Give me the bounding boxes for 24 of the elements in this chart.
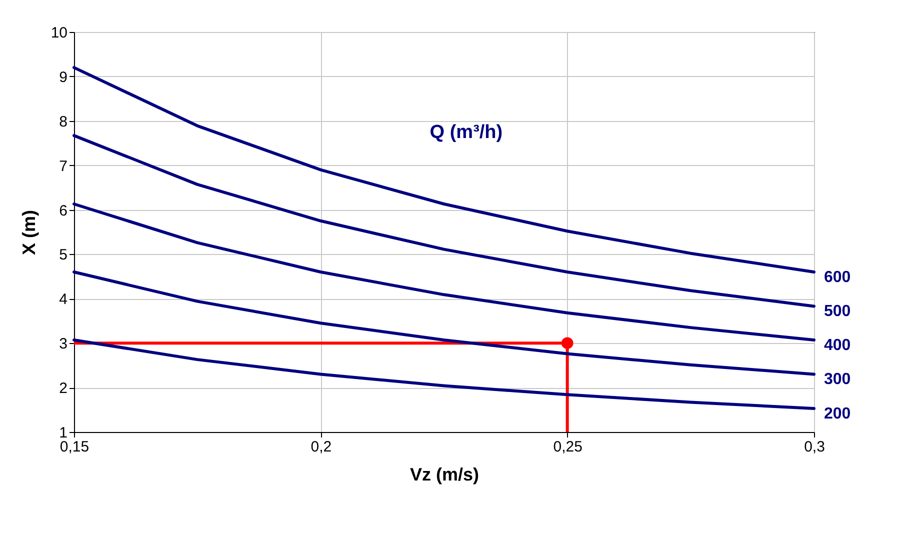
- x-tick-label: 0,2: [310, 438, 332, 456]
- series-label: 400: [824, 337, 851, 354]
- y-tick-label: 4: [59, 291, 68, 308]
- y-tick-label: 9: [59, 68, 68, 86]
- x-tick-label: 0,15: [60, 438, 90, 456]
- y-axis-title: X (m): [18, 210, 39, 255]
- series-label: 200: [824, 405, 851, 422]
- x-tick-label: 0,3: [804, 438, 825, 456]
- annotation: Q (m³/h): [430, 122, 503, 143]
- y-tick-label: 8: [59, 113, 68, 130]
- y-tick-label: 6: [59, 202, 68, 220]
- series-label: 500: [824, 303, 851, 320]
- y-tick-label: 7: [59, 158, 68, 175]
- line-series: [72, 66, 816, 274]
- y-tick-label: 2: [59, 380, 68, 398]
- series-label: 600: [824, 269, 851, 286]
- line-series: [72, 202, 816, 342]
- x-axis-title: Vz (m/s): [410, 464, 480, 484]
- y-tick-label: 10: [50, 24, 68, 42]
- series-label: 300: [824, 371, 851, 388]
- y-tick-label: 1: [59, 424, 68, 442]
- y-tick-label: 5: [59, 246, 68, 264]
- x-tick-label: 0,25: [553, 438, 582, 456]
- y-tick-label: 3: [59, 336, 68, 353]
